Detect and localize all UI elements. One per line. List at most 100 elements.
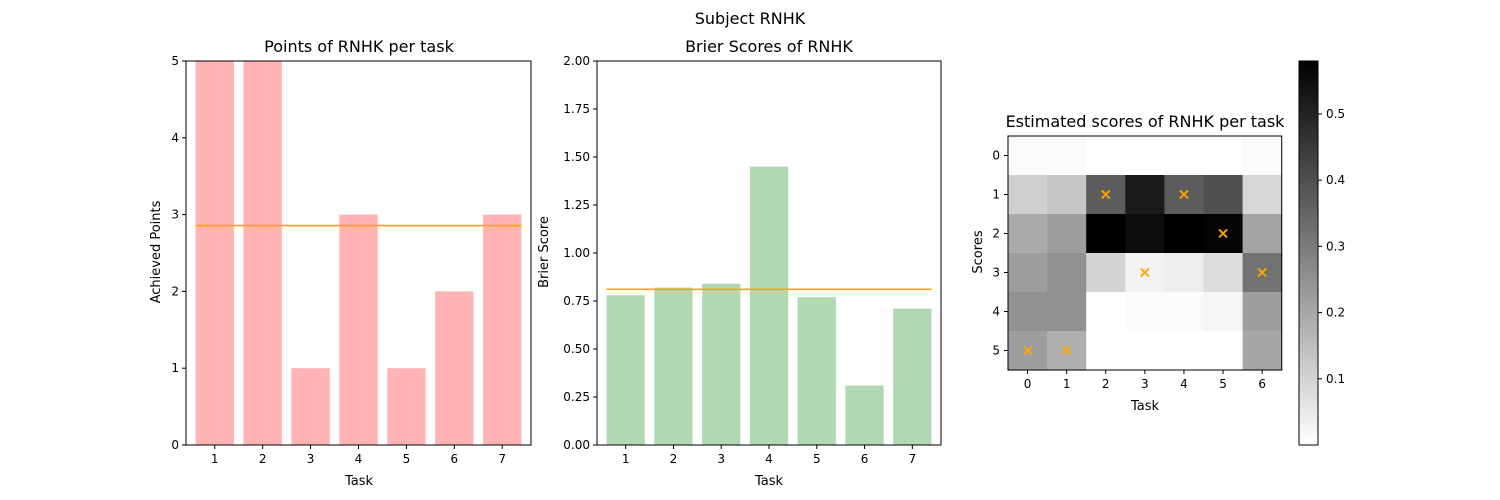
heatmap-cell	[1164, 175, 1205, 215]
heatmap-cell	[1242, 175, 1283, 215]
brier-chart: Brier Scores of RNHK Task Brier Score 1 2…	[537, 37, 942, 489]
heatmap-cell	[1242, 136, 1283, 176]
heatmap-cell	[1125, 214, 1165, 254]
estimate-marker: ×	[1099, 185, 1112, 204]
heatmap-cell	[1125, 136, 1165, 176]
x-tick-label: 4	[355, 452, 363, 466]
y-tick-label: 0	[992, 149, 1000, 163]
heatmap-cell	[1242, 253, 1283, 293]
bar	[749, 166, 789, 445]
heatmap-cell	[1086, 175, 1126, 215]
y-tick-label: 5	[992, 344, 1000, 358]
colorbar-tick-label: 0.5	[1326, 107, 1345, 121]
heatmap-cell	[1008, 331, 1048, 371]
y-tick-label: 0.25	[563, 390, 590, 404]
colorbar-tick-label: 0.4	[1326, 173, 1345, 187]
brier-chart-title: Brier Scores of RNHK	[685, 37, 853, 56]
y-tick-label: 3	[992, 266, 1000, 280]
x-tick-label: 7	[498, 452, 506, 466]
heatmap-cell	[1242, 292, 1283, 332]
heatmap-cell	[1242, 214, 1283, 254]
heatmap-cell	[1203, 136, 1244, 176]
y-tick-label: 0.00	[563, 438, 590, 452]
heatmap-cell	[1203, 175, 1244, 215]
y-tick-label: 2.00	[563, 54, 590, 68]
points-chart: Points of RNHK per task Task Achieved Po…	[149, 37, 532, 489]
x-tick-label: 1	[1063, 377, 1071, 391]
heatmap-cell	[1203, 253, 1244, 293]
heatmap-cell	[1203, 292, 1244, 332]
brier-chart-xlabel: Task	[754, 474, 784, 489]
estimate-marker: ×	[1255, 263, 1268, 282]
heatmap-cell	[1164, 136, 1205, 176]
x-tick-label: 4	[1180, 377, 1188, 391]
x-tick-label: 5	[1219, 377, 1227, 391]
bar	[339, 214, 378, 445]
bar	[606, 295, 645, 445]
estimate-marker: ×	[1021, 341, 1034, 360]
heatmap-cell	[1008, 136, 1048, 176]
x-tick-label: 3	[717, 452, 725, 466]
y-tick-label: 1	[171, 361, 179, 375]
y-tick-label: 1.25	[563, 198, 590, 212]
bar	[387, 368, 426, 445]
heatmap-xlabel: Task	[1130, 399, 1160, 414]
heatmap-cell	[1242, 331, 1283, 371]
heatmap-cell	[1047, 214, 1087, 254]
heatmap-cell	[1203, 214, 1244, 254]
brier-chart-ylabel: Brier Score	[537, 216, 552, 288]
y-tick-label: 0	[171, 438, 179, 452]
heatmap-cell	[1164, 214, 1205, 254]
heatmap-cell	[1164, 331, 1205, 371]
y-tick-label: 1.75	[563, 102, 590, 116]
y-tick-label: 4	[171, 131, 179, 145]
heatmap-cell	[1047, 136, 1087, 176]
heatmap-cell	[1008, 253, 1048, 293]
x-tick-label: 2	[670, 452, 678, 466]
x-tick-label: 2	[1102, 377, 1110, 391]
x-tick-label: 4	[765, 452, 773, 466]
x-tick-label: 6	[1258, 377, 1266, 391]
bar	[483, 214, 522, 445]
x-tick-label: 0	[1024, 377, 1032, 391]
colorbar: 0.1 0.2 0.3 0.4 0.5	[1298, 60, 1345, 446]
heatmap-cell	[1047, 331, 1087, 371]
bar	[291, 368, 330, 445]
heatmap-cell	[1125, 292, 1165, 332]
y-tick-label: 1.50	[563, 150, 590, 164]
heatmap-cell	[1047, 253, 1087, 293]
heatmap-cell	[1164, 253, 1205, 293]
x-tick-label: 7	[909, 452, 917, 466]
bar	[243, 61, 282, 445]
x-tick-label: 1	[622, 452, 630, 466]
heatmap-cell	[1047, 292, 1087, 332]
heatmap-cell	[1008, 214, 1048, 254]
heatmap-cell	[1125, 331, 1165, 371]
colorbar-tick-label: 0.2	[1326, 306, 1345, 320]
y-tick-label: 1.00	[563, 246, 590, 260]
bar	[702, 283, 741, 445]
heatmap-cell	[1008, 175, 1048, 215]
y-tick-label: 2	[171, 284, 179, 298]
bar	[195, 61, 234, 445]
estimate-marker: ×	[1060, 341, 1073, 360]
heatmap-cell	[1125, 253, 1165, 293]
heatmap-cell	[1086, 214, 1126, 254]
figure-title: Subject RNHK	[695, 9, 806, 28]
y-tick-label: 0.50	[563, 342, 590, 356]
x-tick-label: 3	[1141, 377, 1149, 391]
x-tick-label: 6	[861, 452, 869, 466]
heatmap-cell	[1086, 253, 1126, 293]
heatmap-cell	[1203, 331, 1244, 371]
bar	[797, 297, 836, 445]
colorbar-tick-label: 0.1	[1326, 372, 1345, 386]
y-tick-label: 1	[992, 188, 1000, 202]
heatmap-cell	[1164, 292, 1205, 332]
bar	[893, 308, 932, 445]
colorbar-tick-label: 0.3	[1326, 239, 1345, 253]
colorbar-gradient	[1298, 60, 1319, 446]
heatmap-cell	[1086, 136, 1126, 176]
points-chart-xlabel: Task	[344, 474, 374, 489]
bar	[435, 291, 474, 445]
